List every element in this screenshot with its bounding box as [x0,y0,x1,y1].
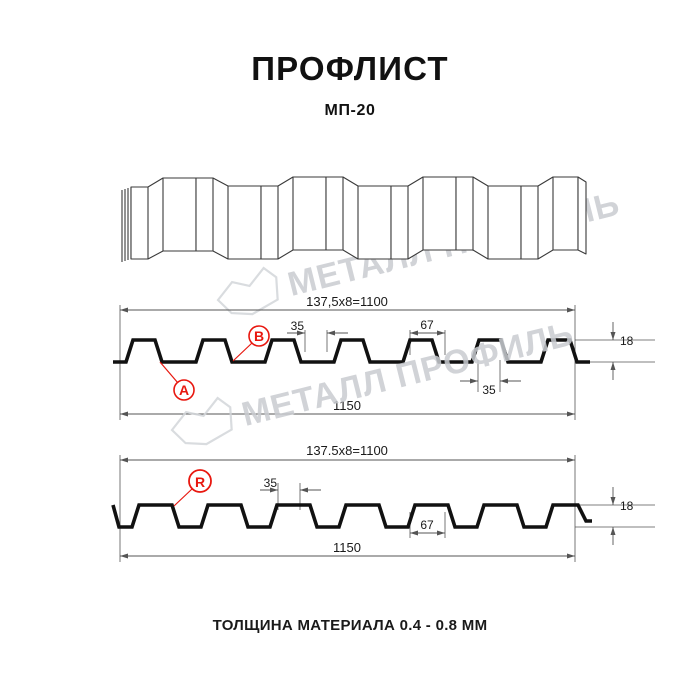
dim-height-18-bottom: 18 [610,487,634,545]
title-block: ПРОФЛИСТ МП-20 [0,52,700,120]
watermark-text-2: МЕТАЛЛ ПРОФИЛЬ [238,315,578,434]
profile-top-section: 137,5x8=1100 35 67 35 [113,294,655,420]
dim-label-top-pitch: 137,5x8=1100 [306,294,388,309]
dim-label-bottom-1150-bottom: 1150 [333,540,361,555]
profile-bottom-section: 137.5x8=1100 35 67 18 [111,443,655,562]
marker-r-label: R [195,474,205,490]
dim-rib-base-67-bottom: 67 [410,518,445,536]
dim-label-rib-base-67: 67 [420,318,434,332]
dim-label-bottom-pitch: 137.5x8=1100 [306,443,388,458]
dim-label-rib-top-35: 35 [291,319,305,333]
dim-bottom-1150-bottom: 1150 [120,540,575,559]
dim-top-1100-bottom: 137.5x8=1100 [120,443,575,463]
dim-height-18-top: 18 [610,322,634,380]
dim-flange-35-lower: 35 [460,378,521,397]
page-subtitle: МП-20 [324,102,376,119]
marker-r: R [173,469,212,507]
dim-label-bottom-1150-top: 1150 [333,398,361,413]
dim-rib-top-35-bottom: 35 [260,476,321,493]
dim-label-flange-35-lower: 35 [482,383,496,397]
isometric-sheet-view [121,176,587,262]
profile-bottom-polyline [111,503,592,529]
sheet-edge-stack [121,187,132,262]
dim-rib-base-67: 67 [410,318,445,336]
marker-b-label: B [254,328,264,344]
marker-b: B [232,325,270,362]
dim-rib-top-35: 35 [287,319,348,336]
dim-label-height-18-top: 18 [620,334,634,348]
material-thickness-note: ТОЛЩИНА МАТЕРИАЛА 0.4 - 0.8 ММ [212,617,488,634]
marker-a: A [159,361,195,401]
page-title: ПРОФЛИСТ [251,50,449,87]
dim-top-1100: 137,5x8=1100 [120,294,575,313]
watermark-logo-icon [216,266,279,316]
dim-label-height-18-bottom: 18 [620,499,634,513]
marker-a-label: A [179,382,189,398]
profile-top-polyline [113,338,590,364]
dim-label-rib-base-67-bottom: 67 [420,518,434,532]
watermark-logo-icon-2 [170,396,233,446]
isometric-rib-group [130,176,587,260]
dim-label-rib-top-35-bottom: 35 [264,476,278,490]
